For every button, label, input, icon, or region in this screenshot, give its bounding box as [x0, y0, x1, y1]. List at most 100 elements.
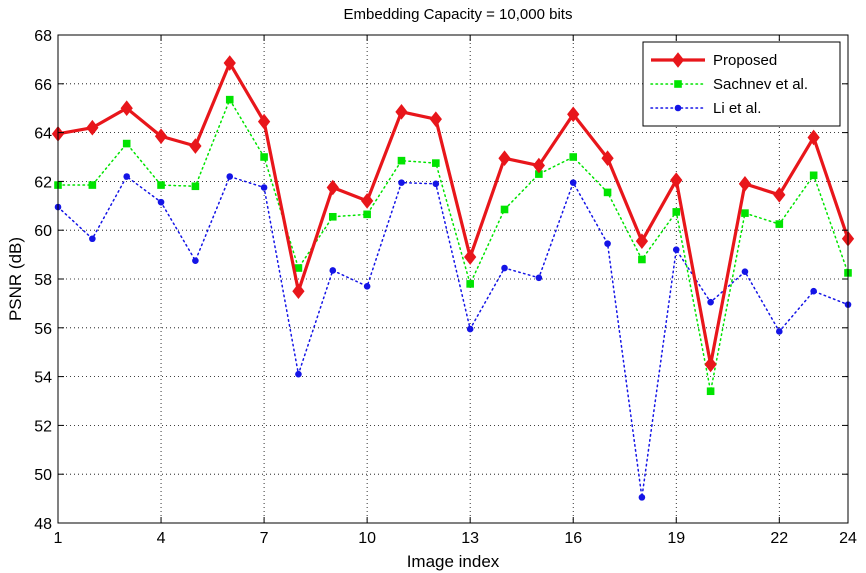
series-line-proposed — [57, 61, 850, 366]
y-tick-label: 64 — [34, 126, 52, 143]
data-point — [672, 246, 680, 254]
data-point — [395, 104, 408, 120]
series-line-sachnev-et-al — [57, 98, 849, 392]
data-point — [500, 205, 509, 214]
data-point — [604, 240, 611, 247]
data-point — [397, 156, 406, 165]
x-tick-label: 7 — [260, 530, 269, 547]
x-tick-label: 4 — [157, 530, 166, 547]
data-point — [189, 138, 202, 154]
data-point — [260, 184, 268, 191]
x-axis-label: Image index — [407, 552, 500, 571]
data-point — [89, 235, 96, 243]
data-point — [398, 179, 405, 186]
data-point — [328, 212, 337, 221]
legend-entry-sachnev-et-al: Sachnev et al. — [650, 76, 808, 93]
y-tick-label: 50 — [34, 467, 52, 484]
data-point — [466, 280, 474, 288]
legend-label: Sachnev et al. — [713, 76, 808, 93]
data-point — [776, 328, 783, 335]
data-point — [226, 173, 234, 180]
series-line-li-et-al — [57, 175, 849, 499]
data-point — [638, 255, 646, 264]
y-tick-label: 68 — [34, 28, 52, 45]
y-tick-label: 56 — [34, 321, 52, 338]
data-point — [706, 387, 715, 396]
y-tick-label: 58 — [34, 272, 52, 289]
legend: Proposed Sachnev et al. Li et al. — [642, 41, 841, 127]
data-point — [807, 129, 820, 146]
y-axis-label: PSNR (dB) — [6, 237, 25, 321]
data-point — [567, 106, 580, 123]
legend-marker — [674, 104, 682, 112]
data-point — [773, 187, 786, 203]
data-point — [809, 171, 818, 180]
data-point — [86, 119, 99, 136]
x-tick-label: 10 — [358, 530, 376, 547]
legend-entry-li-et-al: Li et al. — [650, 100, 761, 117]
data-point — [532, 157, 546, 174]
data-point — [464, 249, 477, 265]
data-point — [535, 170, 543, 178]
data-point — [363, 210, 371, 219]
y-tick-label: 54 — [34, 370, 52, 387]
data-point — [741, 268, 749, 275]
data-point — [498, 150, 511, 167]
legend-entry-proposed: Proposed — [651, 52, 777, 69]
data-point — [122, 139, 131, 148]
data-point — [191, 182, 200, 191]
x-tick-label: 1 — [54, 530, 63, 547]
legend-label: Proposed — [713, 52, 777, 69]
y-tick-label: 52 — [34, 418, 52, 435]
y-tick-label: 48 — [34, 516, 52, 533]
y-tick-label: 60 — [34, 223, 52, 240]
data-point — [535, 274, 543, 282]
data-point — [363, 283, 371, 290]
legend-marker — [674, 80, 682, 88]
data-point — [501, 264, 508, 272]
data-point — [432, 159, 440, 167]
x-tick-label: 13 — [461, 530, 479, 547]
data-point — [432, 180, 440, 188]
legend-label: Li et al. — [713, 100, 761, 117]
data-point — [292, 283, 305, 300]
data-point — [603, 188, 612, 197]
data-point — [294, 264, 303, 272]
data-point — [329, 267, 337, 274]
data-point — [429, 111, 442, 127]
x-tick-label: 24 — [839, 530, 857, 547]
x-tick-label: 16 — [564, 530, 582, 547]
data-point — [569, 153, 578, 161]
y-tick-label: 62 — [34, 174, 52, 191]
grid-lines — [58, 35, 848, 523]
data-point — [88, 181, 97, 189]
data-point — [257, 113, 271, 130]
data-point — [704, 356, 717, 373]
chart-title: Embedding Capacity = 10,000 bits — [344, 6, 573, 23]
data-point — [810, 287, 817, 295]
data-point — [670, 172, 683, 188]
data-point — [638, 494, 646, 501]
data-point — [738, 176, 752, 192]
data-point — [635, 233, 649, 249]
legend-marker — [671, 52, 685, 68]
data-point — [192, 257, 199, 265]
data-point — [120, 100, 133, 117]
data-point — [157, 181, 165, 189]
data-point — [123, 173, 130, 180]
data-point — [707, 298, 714, 306]
data-point — [154, 128, 168, 145]
data-point — [295, 370, 302, 378]
series-li-et-al — [54, 173, 852, 501]
data-point — [223, 55, 236, 71]
data-point — [741, 209, 749, 217]
y-tick-label: 66 — [34, 77, 52, 94]
data-point — [569, 179, 577, 186]
data-point — [326, 179, 339, 196]
x-tick-label: 19 — [667, 530, 685, 547]
data-point — [672, 208, 681, 216]
data-point — [157, 198, 165, 206]
data-point — [260, 153, 268, 161]
data-point — [466, 325, 474, 333]
